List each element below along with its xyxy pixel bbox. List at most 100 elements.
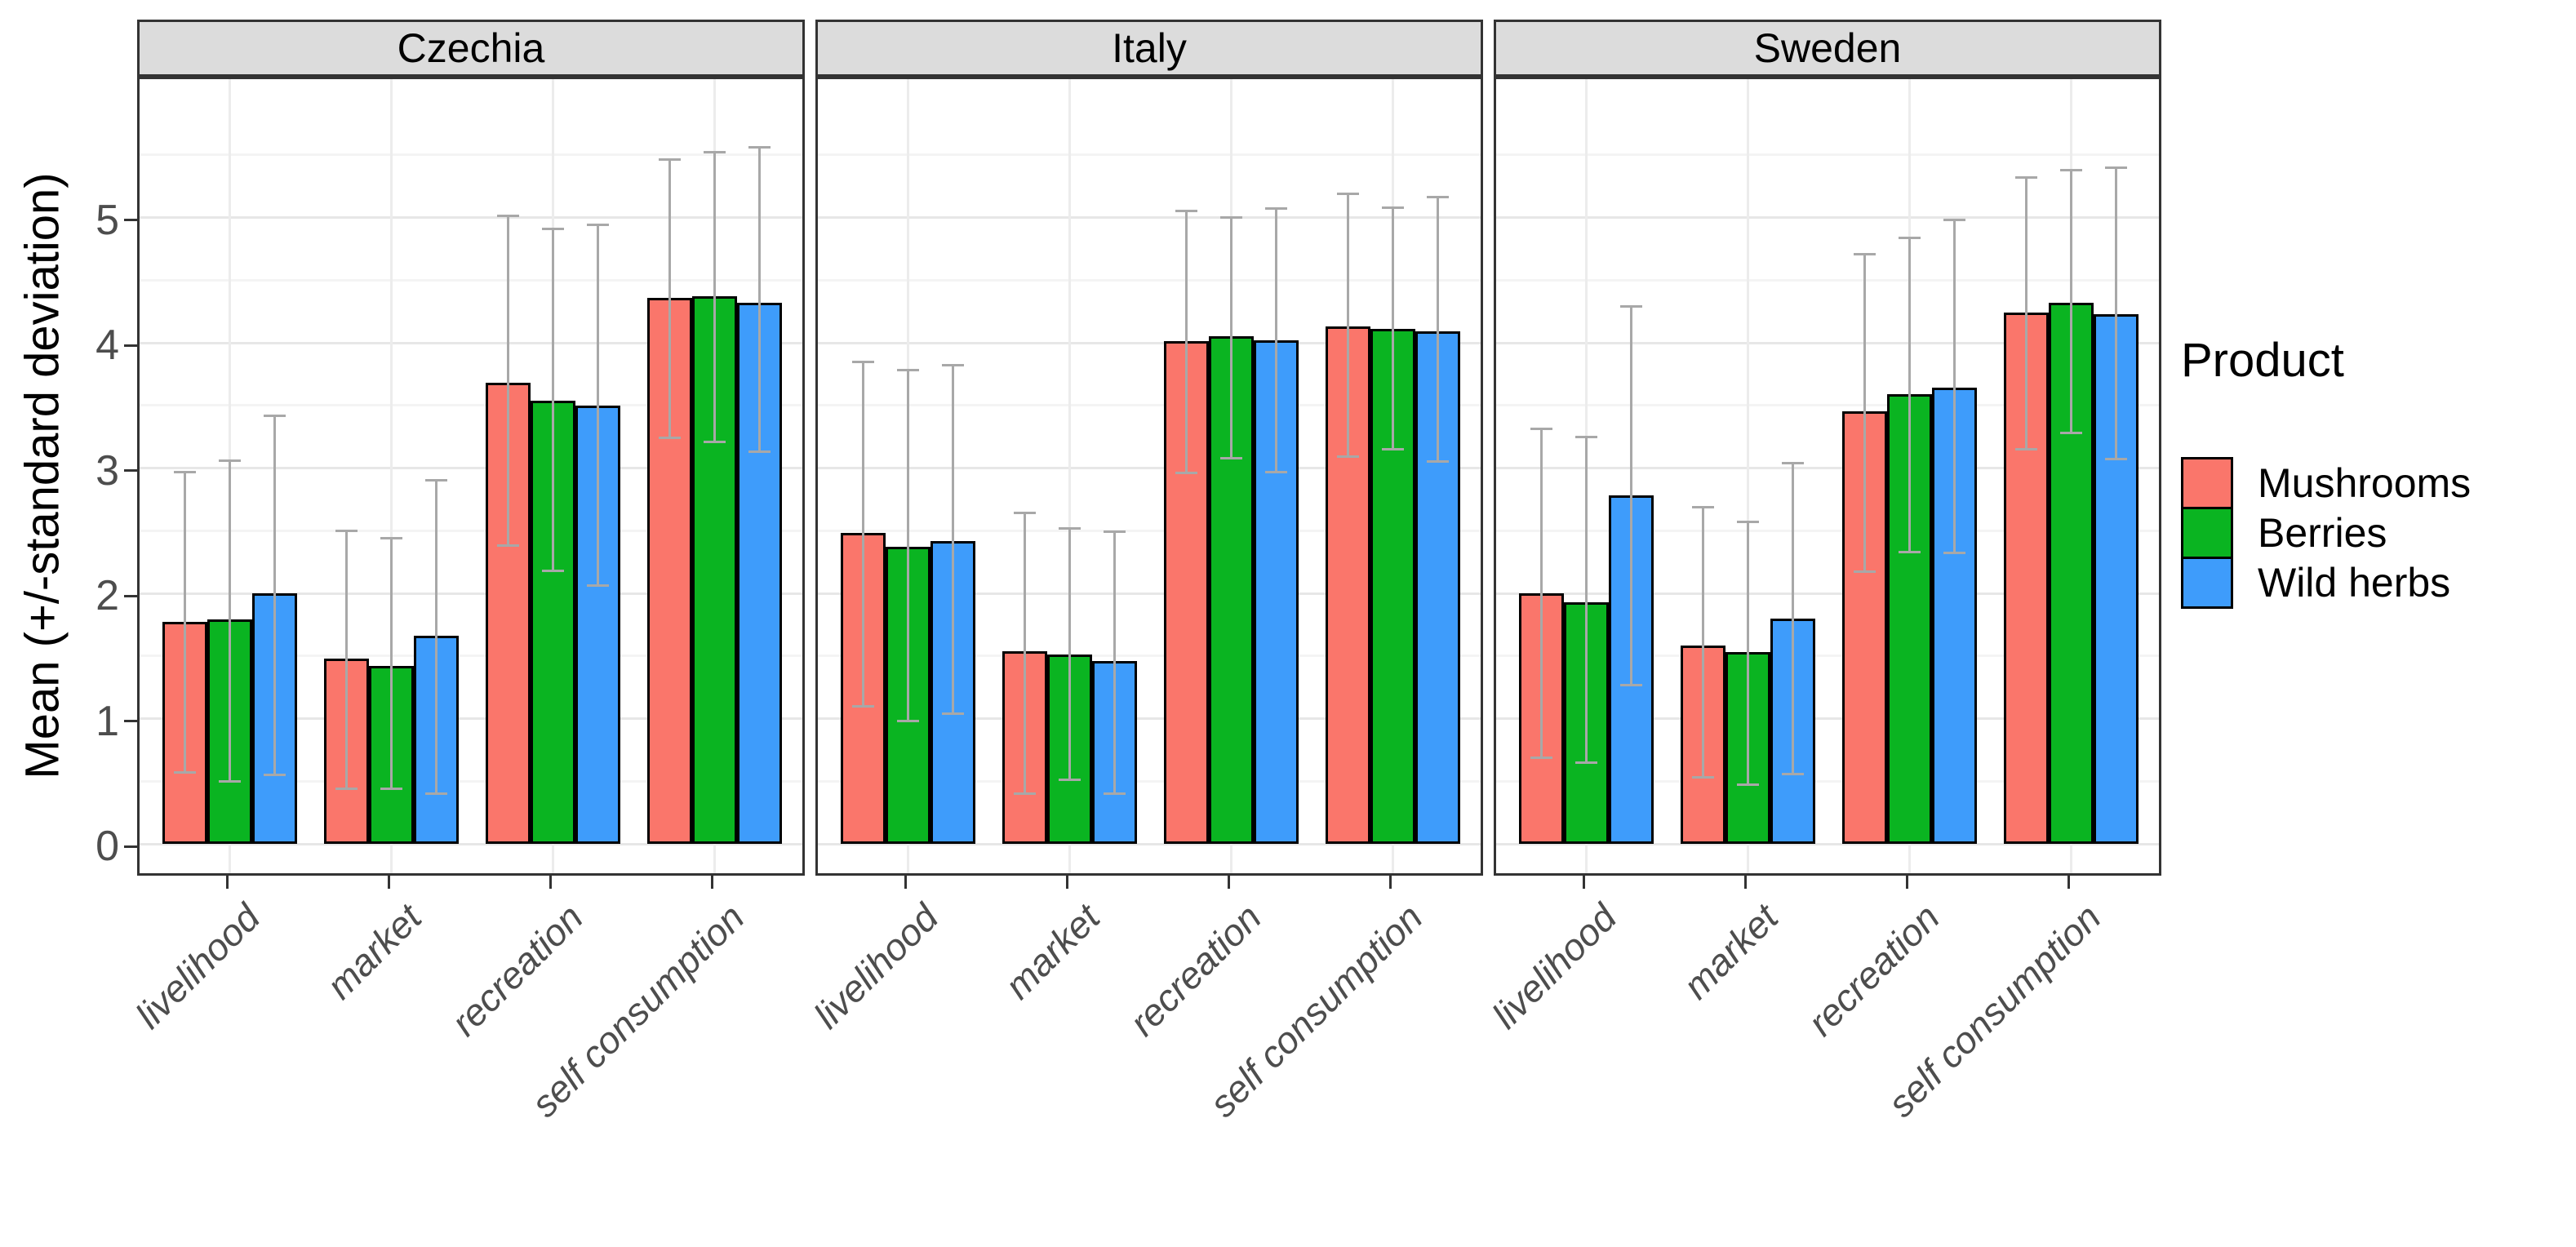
errorbar-vline (1185, 210, 1188, 475)
plot-area (815, 77, 1483, 876)
x-tick-label: livelihood (805, 895, 946, 1037)
errorbar-sweden-self-consumption-mushrooms (2015, 175, 2037, 451)
errorbar-cap-top (1427, 196, 1449, 199)
errorbar-vline (1024, 512, 1026, 796)
errorbar-czechia-market-berries (380, 536, 402, 790)
legend-swatch-wild-herbs (2181, 557, 2233, 609)
legend: Product Mushrooms Berries Wild herbs (2181, 333, 2471, 609)
x-tick-label: market (318, 895, 429, 1007)
gridline-major (1496, 341, 2159, 344)
gridline-minor (140, 779, 802, 783)
gridline-minor (818, 655, 1481, 658)
errorbar-italy-livelihood-berries (897, 369, 919, 723)
gridline-major (818, 467, 1481, 469)
errorbar-vline (229, 459, 231, 783)
errorbar-cap-bottom (174, 771, 196, 774)
errorbar-vline (952, 364, 954, 715)
legend-title: Product (2181, 334, 2344, 387)
errorbar-cap-top (497, 215, 519, 218)
errorbar-czechia-self-consumption-wild-herbs (748, 146, 771, 454)
errorbar-cap-bottom (942, 712, 964, 715)
y-tick-mark (124, 344, 137, 347)
y-tick-label: 0 (95, 823, 119, 870)
errorbar-vline (1953, 219, 1956, 555)
gridline-minor (140, 655, 802, 658)
errorbar-vline (758, 146, 761, 454)
errorbar-cap-top (1220, 215, 1242, 219)
gridline-major (1496, 842, 2159, 845)
errorbar-cap-top (659, 158, 681, 162)
gridline-major (1496, 216, 2159, 219)
gridline-minor (140, 404, 802, 407)
gridline-minor (140, 529, 802, 532)
errorbar-vline (1747, 520, 1749, 787)
errorbar-vline (1702, 505, 1704, 779)
errorbar-sweden-market-wild-herbs (1782, 461, 1804, 775)
errorbar-cap-bottom (497, 544, 519, 548)
facet-label: Italy (1112, 25, 1187, 71)
x-tick-label: market (996, 895, 1108, 1007)
gridline-vertical (390, 79, 393, 873)
errorbar-czechia-self-consumption-berries (704, 151, 726, 443)
errorbar-vline (2115, 166, 2117, 461)
errorbar-vline (1630, 304, 1632, 686)
facet-label: Sweden (1753, 25, 1902, 71)
errorbar-czechia-livelihood-wild-herbs (264, 414, 286, 777)
errorbar-vline (862, 360, 864, 708)
gridline-minor (1496, 153, 2159, 157)
errorbar-cap-top (1104, 530, 1126, 534)
gridline-minor (1496, 278, 2159, 282)
x-tick-label: recreation (1121, 895, 1269, 1045)
errorbar-italy-self-consumption-mushrooms (1337, 192, 1359, 459)
errorbar-cap-top (852, 360, 874, 363)
bar-italy-recreation-berries (1209, 336, 1254, 844)
errorbar-cap-bottom (264, 774, 286, 777)
errorbar-cap-top (2015, 175, 2037, 179)
errorbar-cap-bottom (897, 720, 919, 723)
gridline-minor (818, 153, 1481, 157)
x-tick-mark (904, 876, 907, 889)
errorbar-sweden-livelihood-wild-herbs (1620, 304, 1642, 686)
errorbar-vline (2070, 168, 2072, 435)
errorbar-cap-top (380, 536, 402, 539)
errorbar-sweden-market-berries (1737, 520, 1759, 787)
gridline-major (1496, 717, 2159, 720)
errorbar-cap-bottom (704, 440, 726, 443)
errorbar-vline (1275, 207, 1277, 473)
gridline-minor (1496, 529, 2159, 532)
errorbar-cap-top (219, 459, 241, 462)
legend-label: Mushrooms (2258, 460, 2472, 506)
errorbar-cap-bottom (542, 569, 564, 572)
errorbar-cap-top (1737, 520, 1759, 523)
errorbar-cap-bottom (1737, 783, 1759, 787)
errorbar-cap-bottom (1104, 792, 1126, 796)
errorbar-cap-bottom (1382, 448, 1404, 451)
errorbar-sweden-market-mushrooms (1692, 505, 1714, 779)
errorbar-vline (2025, 175, 2027, 451)
errorbar-vline (907, 369, 909, 723)
errorbar-cap-top (748, 146, 771, 149)
gridline-major (1496, 467, 2159, 469)
errorbar-vline (345, 529, 348, 790)
errorbar-vline (1540, 428, 1543, 759)
x-tick-label: recreation (1799, 895, 1948, 1045)
errorbar-czechia-livelihood-mushrooms (174, 470, 196, 774)
errorbar-cap-bottom (1014, 792, 1036, 796)
x-tick-label: livelihood (1483, 895, 1624, 1037)
gridline-major (140, 842, 802, 845)
errorbar-cap-bottom (425, 792, 447, 796)
plot-area (1494, 77, 2161, 876)
errorbar-italy-self-consumption-wild-herbs (1427, 196, 1449, 464)
legend-item-berries: Berries (2181, 507, 2471, 559)
errorbar-cap-top (2060, 168, 2082, 171)
errorbar-cap-top (1014, 512, 1036, 515)
errorbar-cap-top (704, 151, 726, 154)
errorbar-vline (1585, 435, 1588, 764)
y-tick-mark (124, 219, 137, 221)
errorbar-cap-top (1059, 526, 1081, 530)
errorbar-cap-bottom (380, 788, 402, 790)
legend-item-wild-herbs: Wild herbs (2181, 557, 2471, 609)
errorbar-vline (1392, 206, 1394, 451)
gridline-major (140, 467, 802, 469)
